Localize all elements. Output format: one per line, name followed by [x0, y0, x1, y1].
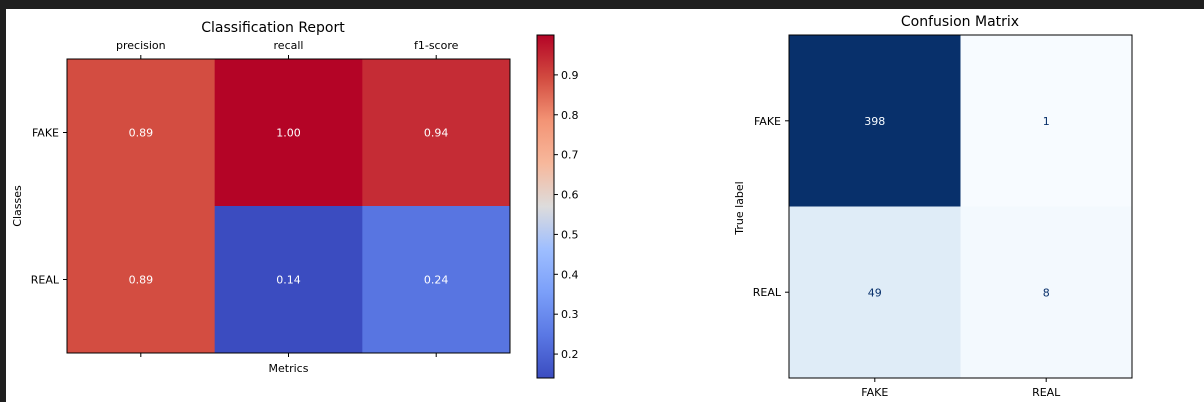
figure-canvas: Classification Report 0.89 1.00 0.94 0.89 0.… [6, 9, 1204, 402]
cm-cell [789, 35, 961, 207]
cm-cell [960, 206, 1133, 379]
cm-cell [789, 206, 961, 379]
report-ytick-label: FAKE [32, 127, 59, 140]
cm-cells: 398 1 49 8 [789, 35, 1133, 379]
report-xtick-label: precision [116, 39, 166, 52]
report-cell-label: 0.14 [276, 274, 301, 287]
cm-cell-label: 49 [868, 286, 882, 299]
classification-report-chart: Classification Report 0.89 1.00 0.940.89 0.… [11, 20, 511, 375]
cm-frame [788, 34, 1133, 379]
colorbar-gradient [536, 34, 555, 379]
cm-cell [960, 35, 1133, 207]
report-xtick-label: recall [274, 39, 304, 52]
report-cell [67, 59, 216, 207]
cm-ytick-label: FAKE [754, 115, 781, 128]
report-title: Classification Report [201, 20, 345, 36]
cm-xtick-label: REAL [1032, 386, 1061, 399]
colorbar-tick-label: 0.9 [561, 69, 579, 82]
figure-svg: Classification Report 0.89 1.00 0.940.89 0.… [11, 14, 1133, 399]
cm-ylabel: True label [733, 181, 746, 235]
cm-cell-label: 1 [1043, 115, 1050, 128]
report-cell [362, 59, 511, 207]
colorbar-tick-label: 0.4 [561, 268, 579, 281]
report-cell-label: 0.24 [424, 274, 449, 287]
report-colorbar: 0.2 0.3 0.4 0.5 0.6 0.7 0.8 0.9 [536, 34, 579, 379]
report-cells: 0.89 1.00 0.94 0.89 0.14 0.24 [67, 59, 511, 354]
confusion-matrix-chart: Confusion Matrix 398 149 8 FAKE REAL FAKE … [733, 14, 1133, 399]
report-ylabel: Classes [11, 185, 24, 227]
colorbar-tick-label: 0.2 [561, 348, 579, 361]
colorbar-tick-label: 0.7 [561, 149, 579, 162]
cm-xtick-label: FAKE [861, 386, 888, 399]
cm-cell-label: 8 [1043, 286, 1050, 299]
report-cell [214, 206, 363, 354]
colorbar-ticks: 0.2 0.3 0.4 0.5 0.6 0.7 0.8 0.9 [554, 69, 579, 361]
report-cell-label: 0.89 [129, 274, 154, 287]
report-cell-label: 1.00 [276, 127, 301, 140]
cm-ytick-label: REAL [753, 286, 782, 299]
report-cell [362, 206, 511, 354]
colorbar-tick-label: 0.3 [561, 308, 579, 321]
report-cell-label: 0.94 [424, 127, 449, 140]
colorbar-tick-label: 0.8 [561, 109, 579, 122]
cm-cell-label: 398 [864, 115, 885, 128]
report-cell [214, 59, 363, 207]
report-cell [67, 206, 216, 354]
colorbar-tick-label: 0.6 [561, 189, 579, 202]
colorbar-tick-label: 0.5 [561, 228, 579, 241]
report-ytick-label: REAL [31, 274, 60, 287]
report-xlabel: Metrics [269, 362, 309, 375]
cm-title: Confusion Matrix [901, 14, 1019, 30]
report-xtick-label: f1-score [414, 39, 459, 52]
report-cell-label: 0.89 [129, 127, 154, 140]
